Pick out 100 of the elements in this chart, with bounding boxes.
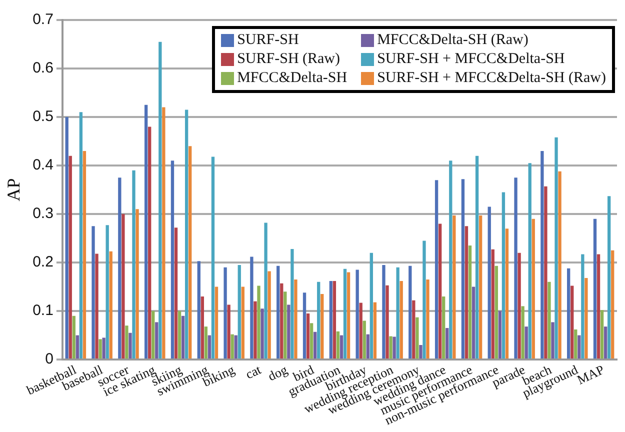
bar [494, 266, 498, 359]
y-tick-label: 0 [45, 350, 54, 368]
legend-label: SURF-SH (Raw) [237, 51, 340, 68]
bar [581, 254, 584, 359]
bar [238, 264, 241, 359]
bar [488, 206, 491, 359]
bar [446, 328, 449, 359]
bar [548, 282, 551, 359]
bar [184, 110, 188, 359]
y-tick-label: 0.2 [32, 254, 54, 271]
bar [320, 294, 324, 359]
bar [578, 335, 581, 359]
bar [332, 280, 336, 359]
bar [287, 304, 290, 359]
bar [336, 331, 340, 359]
bar [442, 296, 446, 359]
x-tick-label: cat [243, 362, 264, 382]
bar [478, 215, 482, 359]
bar [148, 126, 152, 359]
bar [521, 306, 524, 359]
y-tick-label: 0.3 [32, 205, 54, 222]
bar [306, 313, 310, 359]
y-tick-label: 0.7 [32, 11, 54, 28]
bar [498, 311, 502, 359]
bar [250, 256, 254, 359]
bar [268, 271, 271, 359]
bar [65, 117, 68, 359]
bar [227, 304, 230, 359]
bar [574, 329, 578, 359]
y-axis-title: AP [4, 178, 24, 202]
bar [528, 163, 532, 359]
bar [254, 301, 257, 359]
bar [373, 302, 377, 359]
bar [600, 310, 604, 359]
bar [125, 326, 128, 359]
bar [449, 160, 452, 359]
bar [178, 311, 182, 359]
bar [188, 146, 192, 359]
bar [382, 264, 386, 359]
bar [284, 292, 287, 359]
bar [359, 302, 362, 359]
bar [366, 334, 370, 359]
bar [132, 170, 136, 359]
bar [118, 178, 122, 359]
bar [174, 228, 178, 359]
legend-label: SURF-SH + MFCC&Delta-SH [377, 51, 565, 68]
bar [260, 308, 264, 359]
bar [416, 317, 419, 359]
bar [95, 254, 98, 359]
bar [461, 179, 465, 359]
bar [524, 326, 528, 359]
bar [452, 215, 456, 359]
bar [224, 267, 227, 359]
bar [234, 335, 238, 359]
bar [505, 228, 509, 359]
x-tick-label: dog [266, 362, 290, 384]
bar [343, 268, 347, 359]
bar [426, 280, 430, 359]
legend-label: MFCC&Delta-SH (Raw) [377, 32, 528, 49]
bar [211, 156, 215, 359]
bar [408, 266, 412, 359]
bar [72, 316, 76, 359]
bar [276, 266, 280, 359]
y-tick-label: 0.5 [32, 108, 54, 126]
bar [472, 286, 476, 359]
bar [92, 226, 95, 359]
bar [200, 296, 204, 359]
bar [158, 42, 162, 359]
bar [356, 270, 359, 359]
bar [102, 338, 106, 359]
bar [257, 286, 260, 359]
bar [544, 186, 548, 359]
bar [310, 323, 314, 359]
bar [79, 112, 83, 359]
bar [370, 252, 373, 359]
bar [340, 335, 344, 359]
bar [518, 252, 521, 359]
bar [106, 225, 109, 359]
bar [181, 316, 185, 359]
bar [313, 332, 317, 359]
bar [584, 278, 588, 359]
bar [532, 218, 535, 359]
bar [570, 286, 574, 359]
bar [346, 272, 350, 359]
bar [208, 335, 212, 359]
bar [264, 222, 268, 359]
bar [604, 326, 608, 359]
bar [170, 160, 174, 359]
bar [162, 107, 166, 359]
bar [419, 344, 422, 359]
bar [155, 322, 158, 359]
bar [76, 335, 79, 359]
bar [422, 240, 426, 359]
bar [567, 268, 570, 359]
bar [611, 250, 614, 359]
bar [109, 251, 112, 359]
bar [204, 326, 208, 359]
bar [136, 209, 139, 359]
bar [68, 156, 72, 359]
bar [98, 339, 102, 359]
